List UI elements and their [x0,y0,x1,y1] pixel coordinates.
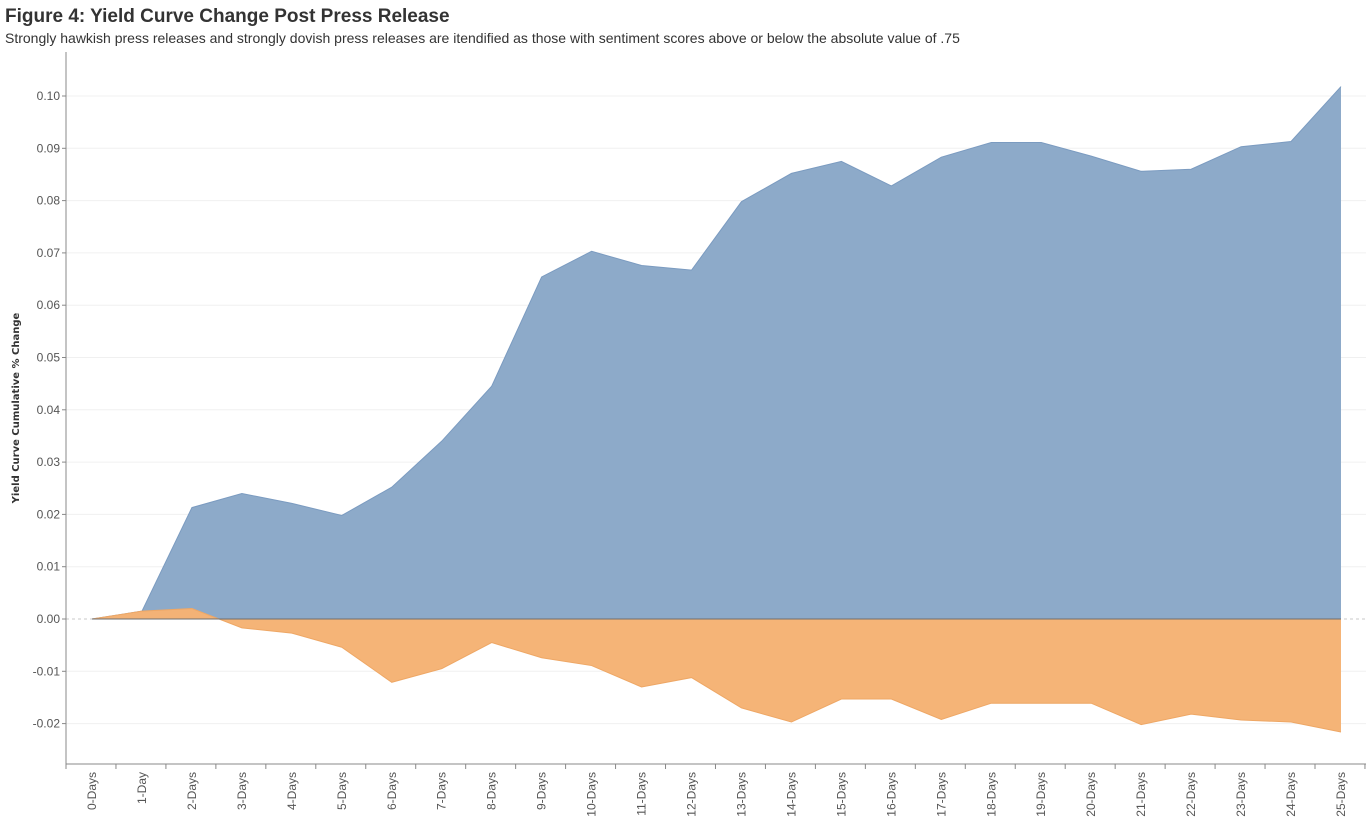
x-tick-label: 17-Days [934,772,948,817]
area-series-2 [92,608,1341,732]
x-tick-label: 5-Days [335,772,349,810]
x-tick-label: 20-Days [1084,772,1098,817]
x-tick-label: 0-Days [85,772,99,810]
x-tick-label: 21-Days [1134,772,1148,817]
x-tick-label: 13-Days [734,772,748,817]
x-tick-label: 16-Days [884,772,898,817]
x-tick-label: 3-Days [235,772,249,810]
x-tick-label: 11-Days [635,772,649,816]
series-line-2 [91,608,1342,733]
x-tick-label: 7-Days [435,772,449,810]
y-tick-label: 0.00 [37,612,61,626]
x-tick-label: 12-Days [685,772,699,817]
y-tick-label: 0.10 [37,89,61,103]
x-tick-label: 15-Days [834,772,848,817]
x-tick-label: 24-Days [1284,772,1298,817]
area-series [91,86,1342,733]
y-tick-label: 0.05 [37,351,61,365]
chart-title: Figure 4: Yield Curve Change Post Press … [5,6,450,27]
y-tick-label: 0.02 [37,507,61,521]
axes: 0.10 0.09 0.08 0.07 0.06 0.05 0.04 0.03 0.02 0.01… [33,52,1366,817]
x-tick-label: 6-Days [385,772,399,810]
x-tick-label: 19-Days [1034,772,1048,817]
y-tick-label: 0.06 [37,298,61,312]
chart-subtitle: Strongly hawkish press releases and stro… [5,30,960,46]
x-tick-label: 1-Day [135,772,149,804]
y-axis-title: Yield Curve Cumulative % Change [11,312,22,504]
y-tick-label: 0.04 [37,403,61,417]
y-tick-label: -0.02 [33,717,61,731]
series-line-1 [91,86,1342,620]
x-tick-label: 9-Days [535,772,549,810]
x-tick-label: 25-Days [1334,772,1348,817]
y-tick-label: 0.07 [37,246,61,260]
x-tick-label: 14-Days [784,772,798,817]
x-tick-label: 23-Days [1234,772,1248,817]
x-tick-label: 18-Days [984,772,998,817]
y-tick-label: 0.09 [37,141,61,155]
x-tick-label: 4-Days [285,772,299,810]
y-tick-label: 0.03 [37,455,61,469]
x-tick-label: 2-Days [185,772,199,810]
x-tick-label: 10-Days [585,772,599,817]
x-tick-label: 8-Days [485,772,499,810]
y-tick-label: -0.01 [33,664,61,678]
y-tick-label: 0.01 [37,560,61,574]
x-tick-label: 22-Days [1184,772,1198,817]
y-tick-label: 0.08 [37,194,61,208]
area-series-1 [92,86,1341,619]
